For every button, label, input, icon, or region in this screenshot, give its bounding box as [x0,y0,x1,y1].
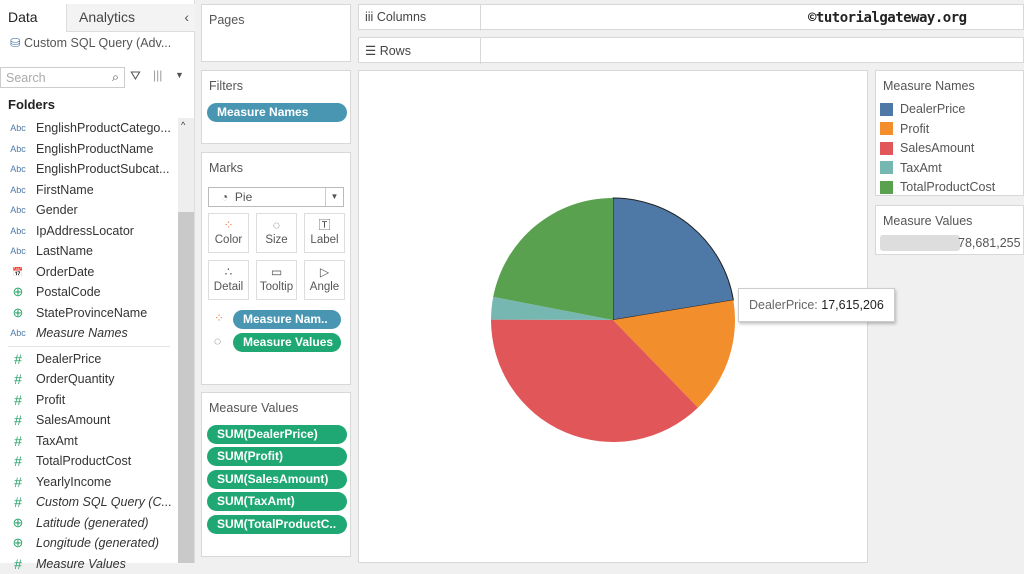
tooltip-label: DealerPrice: [749,298,818,312]
legend-title: Measure Names [883,79,975,93]
legend-label: Profit [900,122,929,136]
legend-swatch [880,122,893,135]
tooltip: DealerPrice: 17,615,206 [738,288,895,322]
legend-item[interactable]: TaxAmt [880,161,942,175]
legend-item[interactable]: SalesAmount [880,141,974,155]
tooltip-value: 17,615,206 [821,298,884,312]
legend-item[interactable]: DealerPrice [880,102,965,116]
size-legend-max: 78,681,255 [958,236,1021,250]
legend-label: SalesAmount [900,141,974,155]
legend-swatch [880,103,893,116]
size-legend-title: Measure Values [883,214,972,228]
legend-swatch [880,142,893,155]
legend-label: DealerPrice [900,102,965,116]
legend-item[interactable]: Profit [880,122,929,136]
legend-label: TaxAmt [900,161,942,175]
pie-slice-dealerprice[interactable] [613,198,733,320]
legend-label: TotalProductCost [900,180,995,194]
legend-item[interactable]: TotalProductCost [880,180,995,194]
size-legend-bar [880,235,960,251]
size-legend: Measure Values 78,681,255 [875,205,1024,255]
legend-swatch [880,181,893,194]
legend-swatch [880,161,893,174]
color-legend: Measure Names DealerPrice Profit SalesAmou… [875,70,1024,196]
